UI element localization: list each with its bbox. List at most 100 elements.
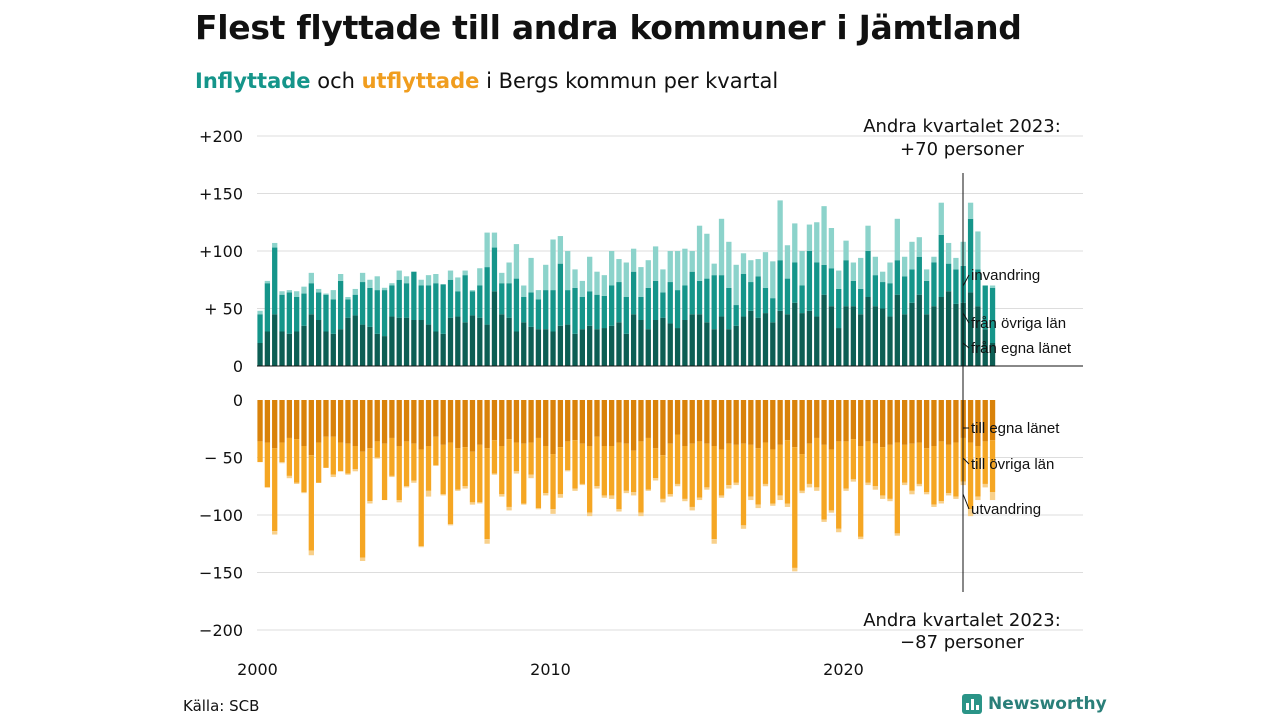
bar-in-1 — [748, 282, 754, 311]
bar-in-2 — [389, 283, 395, 286]
bar-in-2 — [799, 251, 805, 286]
bar-out-2 — [272, 531, 278, 535]
bar-out-2 — [609, 495, 615, 499]
bar-in-0 — [814, 316, 820, 366]
bar-in-1 — [381, 290, 388, 337]
bar-in-2 — [565, 251, 571, 291]
bar-in-2 — [975, 231, 981, 270]
bar-in-1 — [535, 299, 542, 330]
bar-in-1 — [506, 283, 512, 318]
y-tick-label: +200 — [199, 127, 243, 146]
y-tick-label: − 50 — [204, 449, 243, 468]
bar-out-1 — [887, 444, 893, 499]
bar-in-2 — [740, 253, 747, 274]
bar-in-2 — [682, 248, 688, 286]
bar-in-1 — [704, 278, 710, 323]
bar-in-0 — [674, 328, 681, 366]
bar-out-2 — [499, 494, 505, 497]
bar-out-0 — [740, 400, 747, 444]
bar-in-2 — [865, 225, 871, 251]
bar-out-1 — [623, 443, 629, 491]
bar-in-0 — [565, 324, 571, 366]
bar-out-2 — [455, 489, 461, 491]
bar-out-0 — [630, 400, 637, 451]
bar-in-2 — [638, 267, 644, 297]
bar-out-1 — [880, 447, 886, 496]
bar-out-0 — [374, 400, 380, 442]
bar-out-1 — [770, 449, 776, 504]
bar-in-2 — [674, 251, 681, 291]
bar-in-2 — [945, 242, 952, 264]
bar-out-0 — [469, 400, 476, 452]
bar-in-1 — [902, 276, 908, 315]
bar-in-1 — [711, 275, 717, 330]
bar-out-2 — [425, 490, 432, 497]
bar-out-2 — [667, 494, 673, 497]
bar-in-1 — [718, 275, 725, 317]
subtitle-in-word: Inflyttade — [195, 69, 311, 93]
bar-in-2 — [931, 256, 937, 263]
bar-out-2 — [916, 483, 922, 487]
bar-in-0 — [909, 302, 915, 366]
bar-in-0 — [660, 317, 666, 366]
bar-out-0 — [272, 400, 278, 449]
bar-out-2 — [565, 470, 571, 472]
bar-out-0 — [279, 400, 285, 443]
bar-out-0 — [762, 400, 769, 443]
bar-in-0 — [828, 306, 835, 366]
bar-in-0 — [403, 317, 410, 366]
bar-out-1 — [359, 451, 366, 558]
bar-out-0 — [645, 400, 651, 438]
bar-out-1 — [535, 437, 542, 509]
bar-out-1 — [316, 442, 322, 483]
bar-in-0 — [337, 329, 344, 366]
bar-in-2 — [953, 257, 959, 270]
bar-in-2 — [579, 280, 585, 297]
bar-in-1 — [894, 260, 900, 295]
bar-out-0 — [748, 400, 754, 445]
bar-in-1 — [836, 288, 842, 329]
bar-out-2 — [799, 490, 805, 494]
bar-out-2 — [630, 492, 637, 496]
bar-out-0 — [257, 400, 263, 442]
bar-out-2 — [447, 524, 454, 526]
bar-out-1 — [257, 441, 263, 463]
bar-in-0 — [982, 329, 988, 366]
bar-out-2 — [740, 525, 747, 529]
bar-in-2 — [323, 293, 329, 295]
bar-in-1 — [462, 275, 468, 323]
bar-out-2 — [352, 469, 358, 472]
bar-out-1 — [352, 446, 358, 469]
bar-in-2 — [279, 291, 285, 295]
bar-out-0 — [316, 400, 322, 443]
bar-out-1 — [294, 439, 300, 483]
bar-out-1 — [916, 442, 922, 484]
bar-out-0 — [784, 400, 791, 441]
bar-out-1 — [821, 444, 827, 520]
bar-out-2 — [938, 501, 944, 504]
bar-in-2 — [499, 272, 505, 284]
bar-in-0 — [477, 317, 483, 366]
bar-in-1 — [784, 278, 791, 315]
bar-out-2 — [836, 528, 842, 533]
subtitle-mid: och — [310, 69, 362, 93]
bar-in-1 — [880, 282, 886, 309]
label-leader — [962, 457, 970, 465]
bar-in-2 — [828, 228, 835, 269]
bar-out-1 — [828, 449, 835, 511]
bar-out-1 — [660, 455, 666, 499]
bar-in-0 — [645, 329, 651, 366]
bar-in-1 — [572, 287, 578, 334]
bar-in-0 — [967, 292, 974, 366]
bar-out-1 — [704, 443, 710, 488]
y-tick-label: +100 — [199, 242, 243, 261]
bar-out-1 — [616, 442, 622, 510]
bar-out-2 — [814, 487, 820, 491]
bar-out-1 — [989, 440, 996, 492]
bar-in-1 — [821, 264, 827, 295]
bar-in-2 — [704, 233, 710, 279]
bar-in-1 — [623, 297, 629, 334]
bar-out-0 — [308, 400, 314, 456]
bar-in-2 — [447, 270, 454, 280]
y-tick-label: + 50 — [204, 300, 243, 319]
